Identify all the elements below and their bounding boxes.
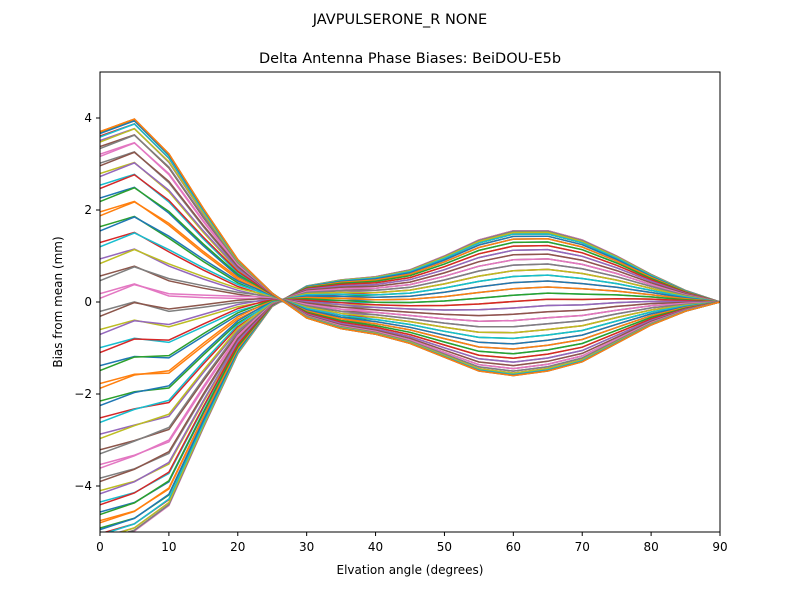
y-axis: −4 −2 0 2 4: [74, 111, 100, 493]
series-line: [100, 253, 720, 483]
x-tick-label: 90: [712, 540, 727, 554]
figure-suptitle: JAVPULSERONE_R NONE: [312, 12, 487, 28]
series-line: [100, 280, 720, 407]
series-line: [100, 263, 720, 455]
x-axis-label: Elvation angle (degrees): [337, 563, 484, 577]
series-line: [100, 274, 720, 424]
series-line: [100, 241, 720, 503]
series-line: [100, 151, 720, 367]
series-line: [100, 248, 720, 334]
series-line: [100, 238, 720, 524]
y-tick-label: 4: [84, 111, 92, 125]
x-tick-label: 50: [437, 540, 452, 554]
y-tick-label: 2: [84, 203, 92, 217]
series-line: [100, 268, 720, 440]
series-line: [100, 216, 720, 345]
series-line: [100, 173, 720, 359]
series-line: [100, 118, 720, 377]
y-tick-label: −2: [74, 387, 92, 401]
series-layer: [100, 118, 720, 532]
x-tick-label: 40: [368, 540, 383, 554]
x-tick-label: 0: [96, 540, 104, 554]
series-line: [100, 134, 720, 372]
y-tick-label: −4: [74, 479, 92, 493]
series-line: [100, 244, 720, 506]
series-line: [100, 162, 720, 363]
series-line: [100, 241, 720, 516]
series-line: [100, 286, 720, 389]
series-line: [100, 297, 720, 336]
x-tick-label: 60: [506, 540, 521, 554]
x-tick-label: 30: [299, 540, 314, 554]
series-line: [100, 258, 720, 469]
y-axis-label: Bias from mean (mm): [51, 236, 65, 367]
series-line: [100, 297, 720, 354]
series-line: [100, 201, 720, 350]
series-line: [100, 235, 720, 531]
series-line: [100, 186, 720, 355]
series-line: [100, 283, 720, 322]
series-line: [100, 142, 720, 370]
series-line: [100, 297, 720, 317]
series-line: [100, 266, 720, 328]
series-line: [100, 292, 720, 372]
chart-title: Delta Antenna Phase Biases: BeiDOU-E5b: [259, 51, 561, 67]
x-tick-label: 80: [643, 540, 658, 554]
series-line: [100, 248, 720, 495]
series-line: [106, 233, 720, 532]
x-tick-label: 20: [230, 540, 245, 554]
series-line: [118, 231, 720, 532]
x-tick-label: 70: [575, 540, 590, 554]
y-tick-label: 0: [84, 295, 92, 309]
series-line: [100, 232, 720, 340]
x-tick-label: 10: [161, 540, 176, 554]
x-axis: 0 10 20 30 40 50 60 70 80 90: [96, 532, 728, 554]
